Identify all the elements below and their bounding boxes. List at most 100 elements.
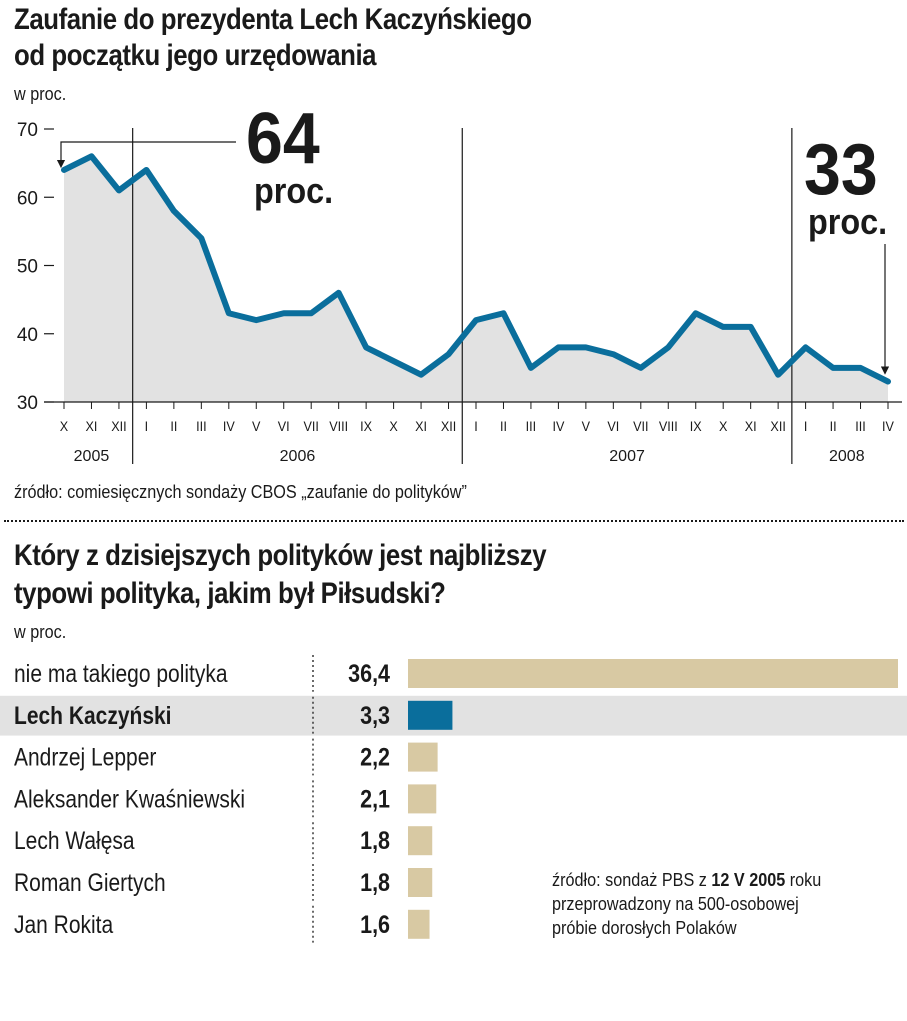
data-point-21 (640, 367, 642, 369)
x-tick-label-21: VII (633, 418, 648, 434)
x-tick-label-10: VIII (329, 418, 348, 434)
data-point-15 (475, 319, 477, 321)
value-label-1: 3,3 (360, 701, 390, 729)
category-label-3: Aleksander Kwaśniewski (14, 785, 245, 813)
pilsudski-bar-chart: nie ma takiego polityka 36,4 Lech Kaczyńsk… (0, 655, 907, 943)
category-label-1: Lech Kaczyński (14, 701, 172, 729)
x-tick-label-13: XI (415, 418, 427, 434)
data-point-5 (200, 237, 202, 239)
category-label-4: Lech Wałęsa (14, 826, 135, 854)
x-tick-label-4: II (170, 418, 177, 434)
line-chart-source: źródło: comiesięcznych sondaży CBOS „zau… (14, 482, 467, 502)
x-tick-label-11: IX (360, 418, 372, 434)
data-point-28 (832, 367, 834, 369)
value-label-3: 2,1 (360, 785, 390, 813)
bar-chart-source-segment: próbie dorosłych Polaków (552, 918, 737, 938)
x-tick-label-5: III (196, 418, 206, 434)
bar-chart-title-line-1: Który z dzisiejszych polityków jest najb… (14, 539, 547, 572)
value-label-2: 2,2 (360, 743, 390, 771)
bar-6 (408, 909, 430, 939)
category-label-2: Andrzej Lepper (14, 743, 157, 771)
annotation-start-unit: proc. (254, 171, 333, 211)
data-point-0 (63, 169, 65, 171)
data-point-1 (90, 155, 92, 157)
year-label-2005: 2005 (74, 448, 110, 465)
bar-3 (408, 784, 437, 814)
category-label-0: nie ma takiego polityka (14, 659, 228, 687)
line-chart-title-line-2: od początku jego urzędowania (14, 39, 377, 72)
data-point-11 (365, 346, 367, 348)
annotation-end-value: 33 (804, 128, 878, 209)
data-point-14 (448, 353, 450, 355)
annotation-end-unit: proc. (808, 202, 887, 242)
data-point-10 (338, 292, 340, 294)
value-label-4: 1,8 (360, 827, 390, 855)
bar-chart-title: Który z dzisiejszych polityków jest najb… (14, 537, 547, 613)
annotation-start-value: 64 (246, 105, 320, 179)
value-label-0: 36,4 (348, 659, 390, 687)
x-tick-label-29: III (855, 418, 865, 434)
x-tick-label-6: IV (223, 418, 235, 434)
bar-5 (408, 868, 433, 897)
x-tick-label-19: V (582, 418, 591, 434)
x-tick-label-27: I (804, 418, 808, 434)
line-chart-title-line-1: Zaufanie do prezydenta Lech Kaczyńskiego (14, 3, 532, 36)
bar-chart-source-line-2: próbie dorosłych Polaków (552, 916, 821, 940)
x-tick-label-20: VI (607, 418, 619, 434)
data-point-27 (805, 346, 807, 348)
highlight-row-bg (0, 695, 907, 736)
bar-0 (408, 659, 898, 688)
data-point-9 (310, 312, 312, 314)
y-tick-label-40: 40 (17, 325, 38, 346)
x-tick-label-17: III (526, 418, 536, 434)
x-tick-label-26: XII (770, 418, 785, 434)
area-fill (64, 156, 888, 402)
data-point-17 (530, 367, 532, 369)
data-point-20 (612, 353, 614, 355)
year-label-2008: 2008 (829, 448, 865, 465)
year-label-2007: 2007 (609, 448, 645, 465)
x-tick-label-22: VIII (659, 418, 678, 434)
value-label-6: 1,6 (360, 910, 390, 938)
annotation-arrow-start (56, 141, 236, 169)
y-tick-label-70: 70 (17, 120, 38, 141)
data-point-25 (750, 326, 752, 328)
data-point-24 (722, 326, 724, 328)
data-point-16 (502, 312, 504, 314)
data-point-18 (557, 346, 559, 348)
bar-chart-source-line-0: źródło: sondaż PBS z 12 V 2005 roku (552, 868, 821, 892)
x-tick-label-30: IV (882, 418, 894, 434)
data-point-30 (887, 381, 889, 383)
x-tick-label-2: XII (111, 418, 126, 434)
x-tick-label-9: VII (304, 418, 319, 434)
data-point-7 (255, 319, 257, 321)
bar-chart-title-line-2: typowi polityka, jakim był Piłsudski? (14, 577, 446, 610)
data-point-4 (173, 210, 175, 212)
bar-chart-source-line-1: przeprowadzony na 500-osobowej (552, 892, 821, 916)
year-label-2006: 2006 (280, 448, 316, 465)
data-point-19 (585, 346, 587, 348)
x-tick-label-15: I (474, 418, 478, 434)
value-label-5: 1,8 (360, 868, 390, 896)
bar-chart-unit: w proc. (14, 622, 67, 642)
y-tick-label-50: 50 (17, 257, 38, 278)
bar-1 (408, 700, 453, 730)
bar-4 (408, 826, 433, 856)
x-tick-label-14: XII (441, 418, 456, 434)
x-tick-label-16: II (500, 418, 507, 434)
x-tick-label-3: I (145, 418, 149, 434)
category-label-6: Jan Rokita (14, 910, 113, 938)
x-tick-label-24: X (719, 418, 728, 434)
line-chart-title: Zaufanie do prezydenta Lech Kaczyńskiego… (14, 2, 532, 74)
bar-chart-source-segment: źródło: sondaż PBS z (552, 870, 712, 890)
x-tick-label-25: XI (745, 418, 757, 434)
data-point-8 (283, 312, 285, 314)
data-point-12 (393, 360, 395, 362)
x-tick-label-1: XI (86, 418, 98, 434)
section-divider (4, 520, 904, 522)
x-tick-label-8: VI (278, 418, 290, 434)
data-point-22 (667, 346, 669, 348)
bar-2 (408, 742, 438, 772)
data-point-6 (228, 312, 230, 314)
